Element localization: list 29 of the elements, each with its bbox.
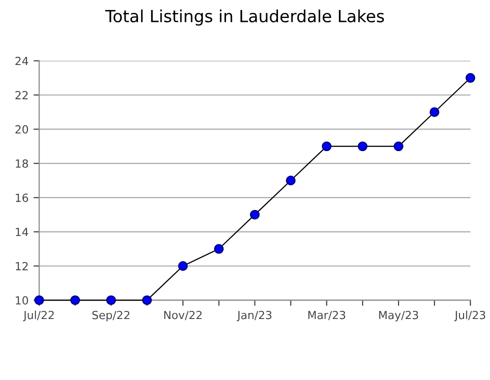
point <box>322 141 332 152</box>
chart-title: Total Listings in Lauderdale Lakes <box>105 10 384 26</box>
point <box>142 295 152 306</box>
y-tick-label: 16 <box>16 194 28 202</box>
point <box>34 295 44 306</box>
point <box>430 107 440 117</box>
y-tick-label: 10 <box>16 296 28 305</box>
x-tick-label: Jul/22 <box>22 310 54 322</box>
x-tick-label: Jul/23 <box>454 310 486 322</box>
x-tick-label: Sep/22 <box>92 310 130 322</box>
y-tick-label: 12 <box>16 262 28 270</box>
point <box>250 210 260 220</box>
y-tick-label: 18 <box>16 159 28 168</box>
x-tick-label: Nov/22 <box>164 310 202 320</box>
point <box>394 141 404 152</box>
x-tick-label: May/23 <box>379 310 418 322</box>
x-tick-label: Jan/23 <box>236 310 272 322</box>
point <box>214 244 224 254</box>
y-tick-label: 24 <box>15 56 28 66</box>
y-tick-label: 20 <box>15 125 28 134</box>
point <box>70 295 80 306</box>
point <box>106 295 116 306</box>
point <box>178 261 188 271</box>
y-tick-label: 14 <box>16 228 28 236</box>
point <box>358 141 368 152</box>
point <box>286 176 296 186</box>
point <box>466 73 476 83</box>
x-tick-label: Mar/23 <box>308 310 346 320</box>
y-tick-label: 22 <box>15 90 28 100</box>
